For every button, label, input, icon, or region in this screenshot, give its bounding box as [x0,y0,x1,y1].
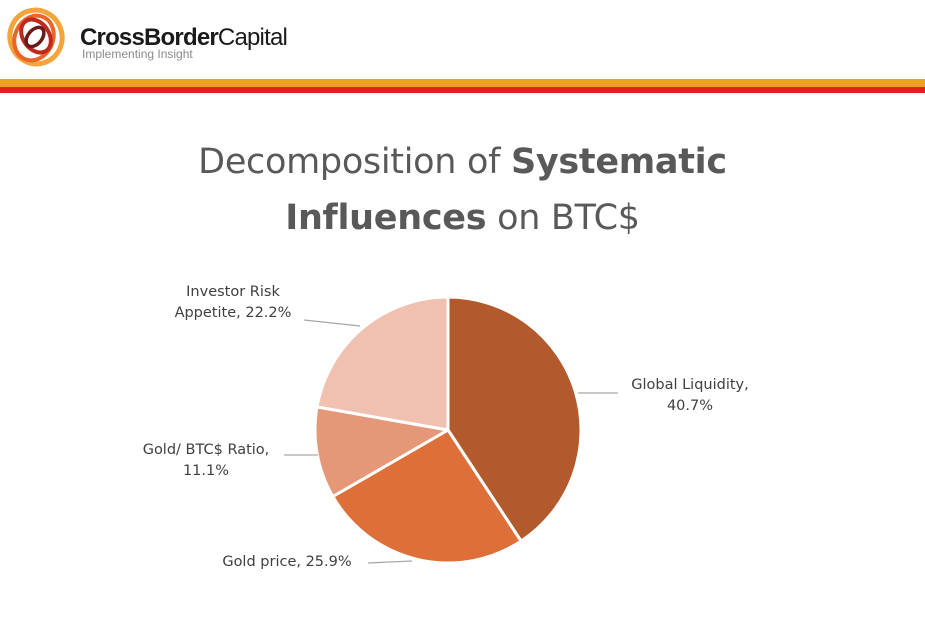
title-prefix: Decomposition of [198,142,511,182]
leader-line [367,560,413,564]
chart-title: Decomposition of Systematic Influences o… [0,134,925,246]
data-label-global-liquidity: Global Liquidity, 40.7% [631,377,749,414]
title-bold-1: Systematic [510,142,727,182]
data-label-investor-risk-appetite: Investor Risk Appetite, 22.2% [175,284,292,321]
brand-tagline: Implementing Insight [82,47,193,61]
chart-title-line-1: Decomposition of Systematic [0,134,925,190]
chart-title-line-2: Influences on BTC$ [0,190,925,246]
pie-slice-investor-risk-appetite [315,295,450,432]
data-label-gold-price: Gold price, 25.9% [222,554,351,570]
header: CrossBorderCapital Implementing Insight [0,0,925,96]
title-bold-2: Influences [285,198,487,238]
header-stripe-red [0,87,925,93]
pie-slice-gold-price [331,428,523,565]
leader-line [303,319,361,327]
title-suffix: on BTC$ [486,198,640,238]
header-stripe-orange [0,79,925,87]
brand-name: CrossBorderCapital [80,24,288,52]
brand-name-thin: Capital [217,24,288,51]
data-label-gold-btc-ratio: Gold/ BTC$ Ratio, 11.1% [143,442,270,479]
pie-slice-gold-btc-ratio [313,405,450,498]
crossborder-logo-icon [7,7,65,67]
brand-name-bold: CrossBorder [80,24,219,51]
